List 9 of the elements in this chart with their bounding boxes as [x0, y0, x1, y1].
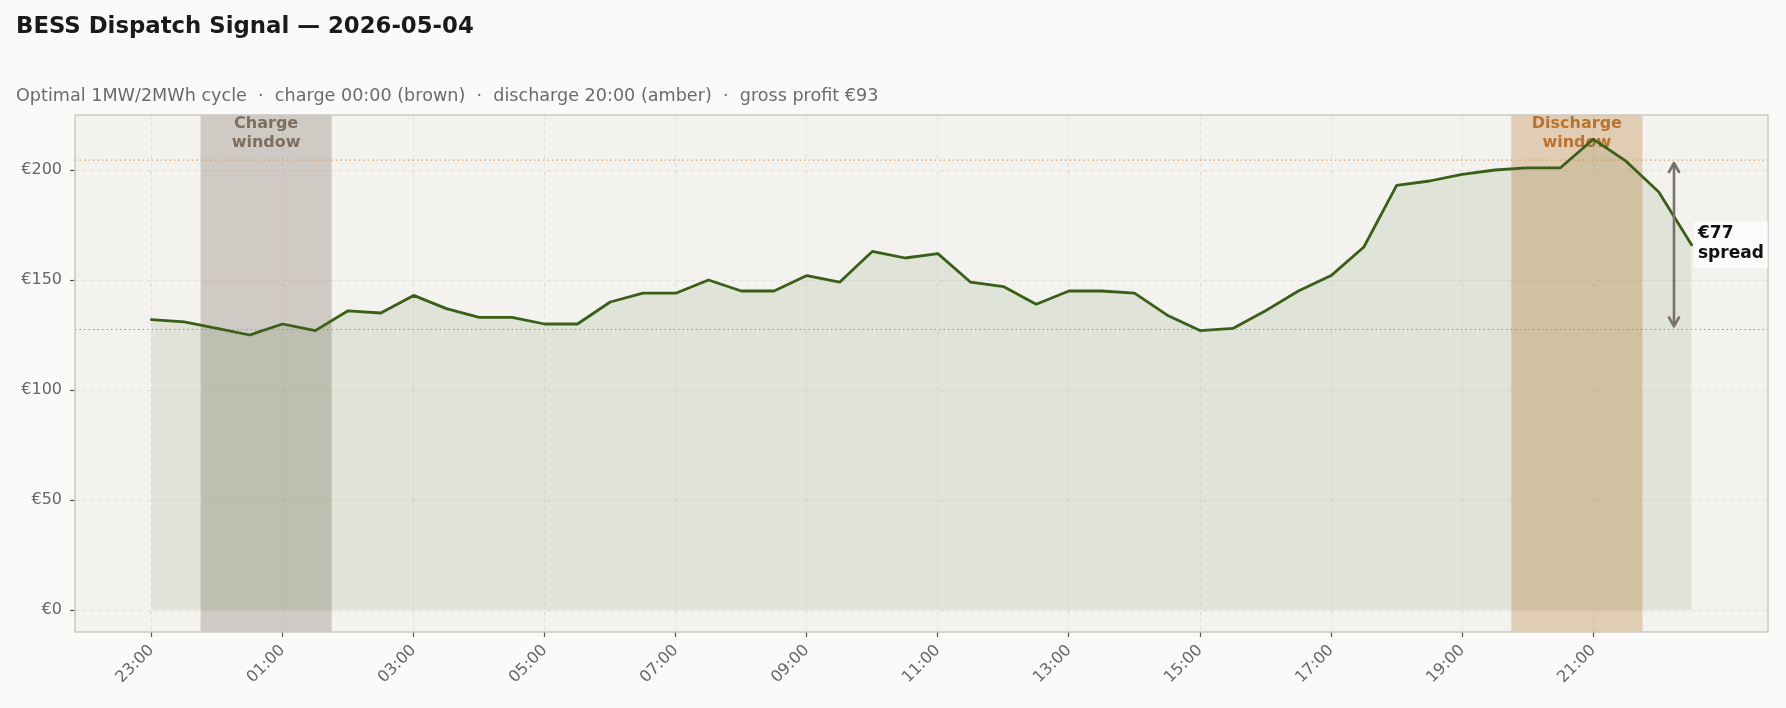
- band-label: Charge window: [231, 113, 301, 152]
- y-tick-label: €100: [21, 379, 62, 399]
- y-tick-label: €50: [31, 489, 62, 509]
- annotation: €77 spread: [1697, 221, 1764, 262]
- y-tick-label: €150: [21, 269, 62, 289]
- y-tick-label: €200: [21, 159, 62, 179]
- y-tick-label: €0: [41, 599, 62, 619]
- chart-subtitle: Optimal 1MW/2MWh cycle · charge 00:00 (brown) · discharge 20:00 (amber) · gross profit €93: [16, 85, 879, 106]
- chart-title: BESS Dispatch Signal — 2026-05-04: [16, 12, 474, 39]
